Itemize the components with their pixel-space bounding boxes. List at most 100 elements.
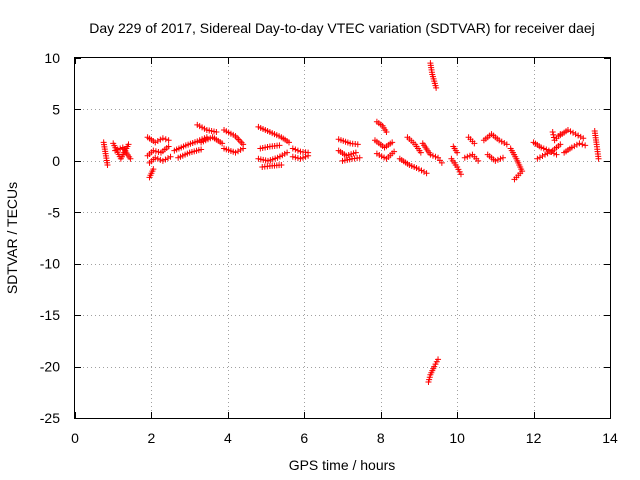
data-point: [544, 150, 551, 157]
data-points: [100, 60, 602, 385]
data-point: [517, 170, 524, 177]
data-point: [466, 152, 473, 159]
data-point: [553, 151, 560, 158]
data-point: [352, 149, 359, 156]
data-point: [219, 140, 226, 147]
data-point: [117, 145, 124, 152]
y-tick-label: -20: [40, 359, 60, 375]
data-point: [454, 149, 461, 156]
data-point: [457, 171, 464, 178]
data-point: [289, 145, 296, 152]
x-tick-label: 12: [526, 430, 542, 446]
x-tick-label: 0: [71, 430, 79, 446]
data-point: [557, 141, 564, 148]
axis-ticks: [75, 58, 611, 419]
data-point: [572, 131, 579, 138]
data-point: [213, 129, 220, 136]
x-tick-label: 14: [602, 430, 618, 446]
data-point: [438, 159, 445, 166]
y-tick-label: -5: [48, 204, 61, 220]
data-point: [391, 148, 398, 155]
data-point: [150, 147, 157, 154]
data-point: [356, 154, 363, 161]
data-point: [152, 139, 159, 146]
data-point: [152, 154, 159, 161]
x-tick-label: 6: [300, 430, 308, 446]
y-tick-label: 10: [44, 50, 60, 66]
data-point: [389, 139, 396, 146]
data-point: [573, 141, 580, 148]
data-point: [127, 155, 134, 162]
data-point: [159, 135, 166, 142]
y-tick-label: -25: [40, 410, 60, 426]
data-point: [278, 161, 285, 168]
data-point: [423, 170, 430, 177]
data-point: [435, 356, 442, 363]
data-point: [235, 148, 242, 155]
data-point: [294, 147, 301, 154]
data-point: [167, 153, 174, 160]
data-point: [575, 132, 582, 139]
x-tick-label: 8: [377, 430, 385, 446]
data-point: [150, 166, 157, 173]
data-point: [538, 144, 545, 151]
data-point: [540, 145, 547, 152]
data-point: [494, 156, 501, 163]
x-tick-labels: 0 2 4 6 8 10 12 14: [71, 430, 618, 446]
chart-title: Day 229 of 2017, Sidereal Day-to-day VTE…: [89, 20, 595, 36]
plot-frame: [74, 57, 611, 419]
y-axis-label: SDTVAR / TECUs: [4, 182, 20, 294]
data-point: [415, 166, 422, 173]
data-point: [354, 141, 361, 148]
data-point: [237, 146, 244, 153]
data-point: [165, 143, 172, 150]
data-point: [542, 151, 549, 158]
data-point: [497, 155, 504, 162]
data-point: [580, 135, 587, 142]
data-point: [571, 143, 578, 150]
data-point: [498, 138, 505, 145]
data-point: [570, 129, 577, 136]
data-point: [427, 151, 434, 158]
data-point: [302, 153, 309, 160]
data-point: [579, 141, 586, 148]
data-point: [289, 153, 296, 160]
x-tick-label: 10: [449, 430, 465, 446]
data-point: [421, 168, 428, 175]
data-point: [539, 153, 546, 160]
data-point: [112, 147, 119, 154]
data-point: [276, 142, 283, 149]
data-point: [536, 154, 543, 161]
y-tick-label: 0: [52, 153, 60, 169]
data-point: [159, 157, 166, 164]
data-point: [240, 145, 247, 152]
data-point: [534, 155, 541, 162]
data-point: [417, 149, 424, 156]
data-point: [157, 136, 164, 143]
data-point: [461, 154, 468, 161]
x-tick-label: 4: [224, 430, 232, 446]
x-tick-label: 2: [148, 430, 156, 446]
data-point: [292, 146, 299, 153]
data-point: [471, 140, 478, 147]
data-point: [429, 152, 436, 159]
data-point: [549, 129, 556, 136]
data-point: [433, 84, 440, 91]
data-point: [157, 156, 164, 163]
data-point: [501, 140, 508, 147]
data-point: [198, 146, 205, 153]
data-point: [297, 155, 304, 162]
data-point: [568, 144, 575, 151]
data-point: [547, 148, 554, 155]
data-point: [418, 167, 425, 174]
data-point: [162, 156, 169, 163]
data-point: [492, 157, 499, 164]
data-point: [550, 134, 557, 141]
y-tick-labels: 10 5 0 -5 -10 -15 -20 -25: [40, 50, 60, 426]
data-point: [104, 161, 111, 168]
data-point: [500, 154, 506, 161]
y-tick-label: -10: [40, 256, 60, 272]
data-point: [162, 136, 169, 143]
y-tick-label: 5: [52, 101, 60, 117]
